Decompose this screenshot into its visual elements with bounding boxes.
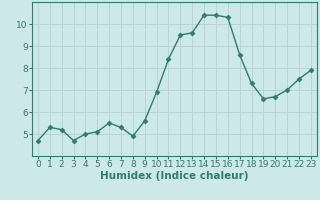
X-axis label: Humidex (Indice chaleur): Humidex (Indice chaleur) bbox=[100, 171, 249, 181]
